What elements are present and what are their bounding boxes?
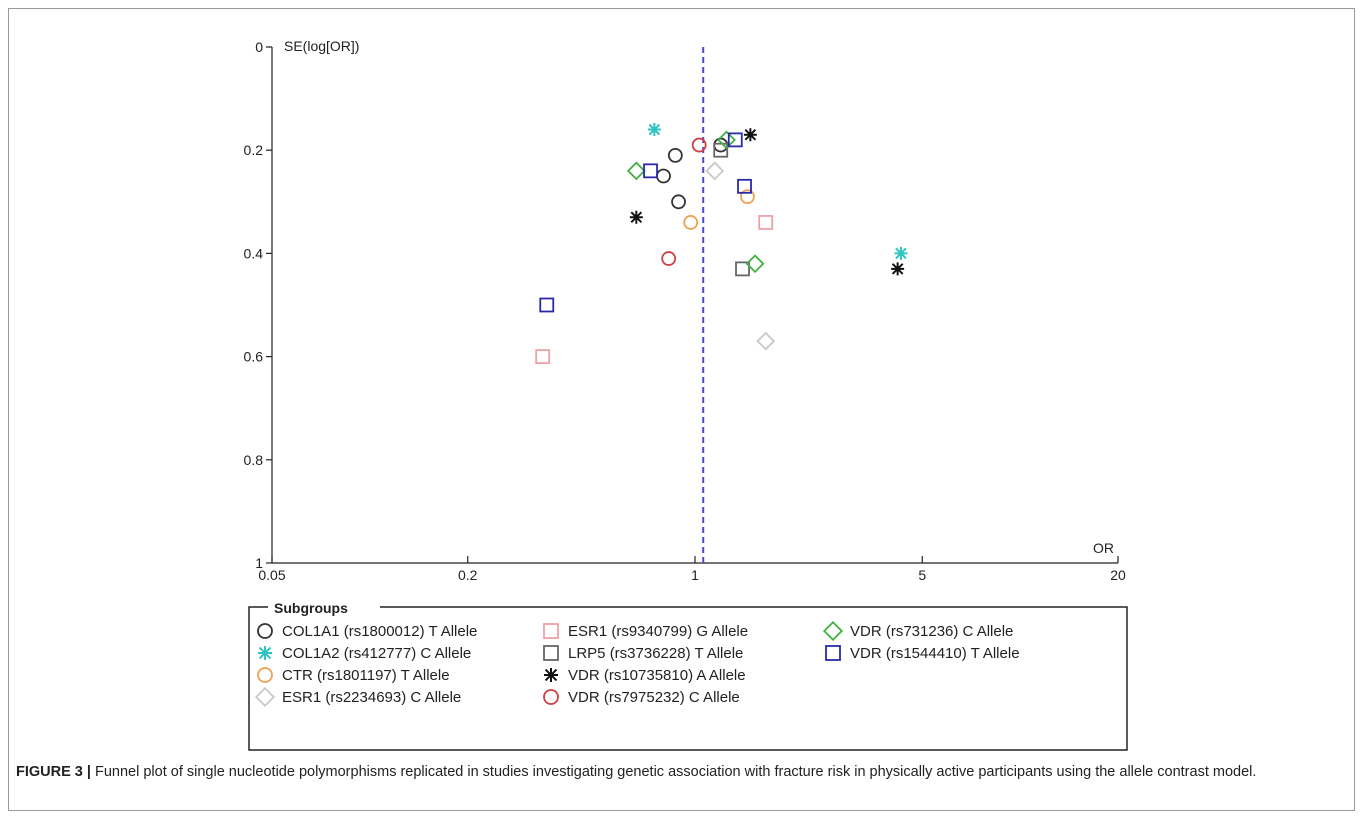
x-tick-label: 0.05 — [258, 567, 285, 583]
point-vdr-rs1544410-t-allele — [643, 163, 658, 179]
x-tick-label: 20 — [1110, 567, 1126, 583]
x-tick-label: 5 — [918, 567, 926, 583]
axes — [271, 47, 1118, 564]
legend-item-label: ESR1 (rs2234693) C Allele — [282, 689, 461, 706]
point-vdr-rs1544410-t-allele — [737, 178, 752, 194]
point-vdr-rs7975232-c-allele — [691, 137, 707, 153]
point-lrp5-rs3736228-t-allele — [735, 261, 750, 277]
point-esr1-rs2234693-c-allele — [756, 331, 776, 351]
legend-marker — [822, 620, 844, 642]
figure-caption: FIGURE 3 | Funnel plot of single nucleot… — [16, 761, 1336, 783]
legend-box — [248, 606, 1128, 751]
legend-item-label: VDR (rs731236) C Allele — [850, 623, 1013, 640]
legend-marker — [543, 689, 559, 705]
y-tick-label: 0.2 — [244, 142, 264, 158]
point-vdr-rs7975232-c-allele — [661, 251, 677, 266]
legend-marker — [257, 623, 273, 639]
y-tick-label: 0 — [255, 39, 263, 55]
y-tick-label: 0.8 — [244, 452, 264, 468]
legend-marker — [254, 686, 276, 708]
point-col1a1-rs1800012-t-allele — [667, 147, 683, 163]
point-vdr-rs1544410-t-allele — [727, 132, 743, 148]
point-vdr-rs731236-c-allele — [745, 254, 765, 274]
point-esr1-rs2234693-c-allele — [705, 161, 725, 181]
legend-marker — [258, 646, 272, 660]
data-points — [535, 123, 908, 365]
x-tick-label: 1 — [691, 567, 699, 583]
point-ctr-rs1801197-t-allele — [683, 215, 699, 230]
point-vdr-rs731236-c-allele — [717, 130, 736, 150]
figure-frame — [8, 8, 1355, 811]
legend-marker — [543, 645, 559, 661]
point-esr1-rs9340799-g-allele — [758, 215, 774, 230]
point-vdr-rs10735810-a-allele — [629, 210, 643, 224]
legend-item-label: VDR (rs7975232) C Allele — [568, 689, 740, 706]
caption-label: FIGURE 3 | — [16, 764, 91, 780]
legend-marker — [543, 623, 559, 639]
caption-text: Funnel plot of single nucleotide polymor… — [95, 764, 1257, 780]
legend-item-label: COL1A2 (rs412777) C Allele — [282, 645, 471, 662]
legend-title-bg — [268, 598, 380, 616]
legend-item-label: ESR1 (rs9340799) G Allele — [568, 623, 748, 640]
legend-items: COL1A1 (rs1800012) T Allele COL1A2 (rs412… — [254, 620, 1020, 708]
point-col1a1-rs1800012-t-allele — [671, 194, 686, 210]
point-col1a2-rs412777-c-allele — [894, 246, 908, 260]
x-axis-label: OR — [1093, 540, 1114, 556]
legend-item-label: VDR (rs1544410) T Allele — [850, 645, 1020, 662]
legend-marker — [544, 668, 558, 682]
axis-ticks: 00.20.40.60.810.05 0.2 1 5 20 — [244, 39, 1126, 583]
x-tick-label: 0.2 — [458, 567, 478, 583]
legend-item-label: CTR (rs1801197) T Allele — [282, 667, 450, 684]
point-col1a1-rs1800012-t-allele — [713, 137, 729, 153]
point-vdr-rs10735810-a-allele — [743, 128, 757, 142]
point-lrp5-rs3736228-t-allele — [713, 142, 729, 158]
legend-marker — [257, 667, 273, 683]
legend-item-label: VDR (rs10735810) A Allele — [568, 667, 746, 684]
point-vdr-rs731236-c-allele — [626, 161, 646, 181]
funnel-plot: SE(log[OR]) OR 00.20.40.60.810.05 0.2 1 5 20… — [244, 38, 1128, 751]
point-ctr-rs1801197-t-allele — [740, 189, 755, 205]
point-col1a1-rs1800012-t-allele — [656, 168, 671, 184]
legend-item-label: LRP5 (rs3736228) T Allele — [568, 645, 743, 662]
y-tick-label: 1 — [255, 555, 263, 571]
legend: Subgroups COL1A1 (rs1800012) T AlleleCOL… — [248, 598, 1128, 751]
point-vdr-rs10735810-a-allele — [891, 262, 905, 276]
legend-title: Subgroups — [274, 600, 348, 616]
point-esr1-rs9340799-g-allele — [535, 349, 551, 365]
point-vdr-rs1544410-t-allele — [539, 297, 555, 313]
y-axis-label: SE(log[OR]) — [284, 38, 359, 54]
y-tick-label: 0.4 — [244, 245, 264, 261]
point-col1a2-rs412777-c-allele — [647, 123, 661, 137]
legend-item-label: COL1A1 (rs1800012) T Allele — [282, 623, 477, 640]
legend-marker — [825, 645, 841, 661]
y-tick-label: 0.6 — [244, 349, 264, 365]
